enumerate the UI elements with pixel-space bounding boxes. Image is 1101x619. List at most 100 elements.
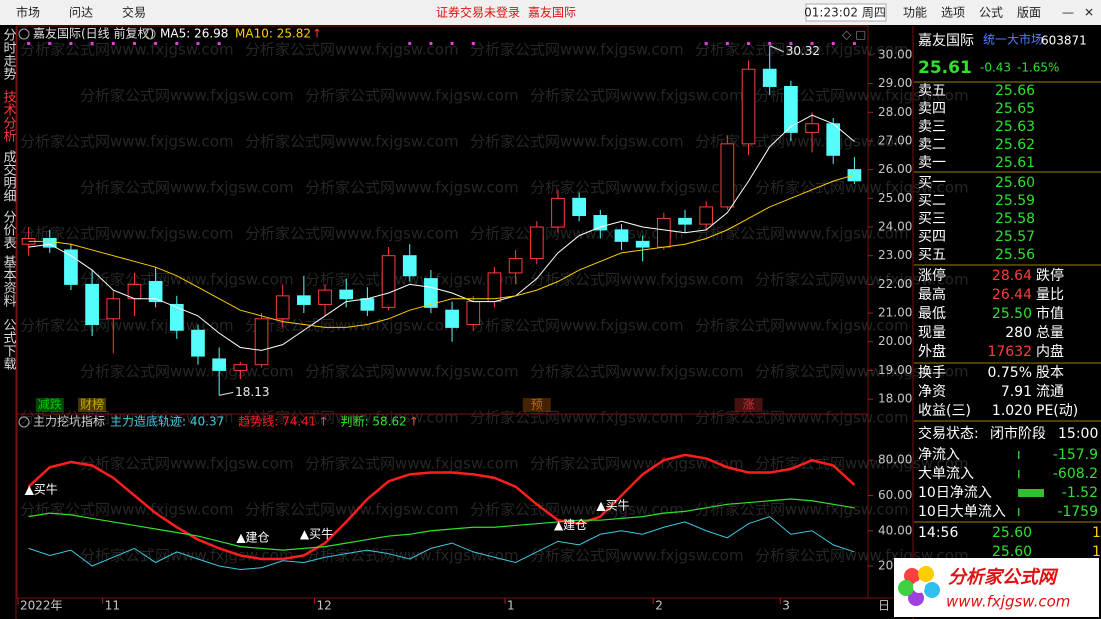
x-tick-label: 1	[507, 599, 515, 613]
logo-url: www.fxjgsw.com	[946, 593, 1070, 611]
chart-option-icon[interactable]: ◇ ▢	[842, 28, 866, 42]
candle-body	[148, 281, 163, 303]
stat-label2: 量比	[1036, 287, 1064, 303]
quote-panel: 嘉友国际 统一大市场 603871 25.61 -0.43 -1.65% 交易状…	[918, 32, 1098, 443]
indicator-menu-icon[interactable]	[18, 416, 30, 428]
stock-concept[interactable]: 统一大市场	[983, 32, 1043, 47]
sidebar-tab[interactable]: 分价表	[1, 210, 17, 249]
ma-legend: MA5: 26.98	[160, 27, 228, 41]
indicator-line	[28, 498, 855, 551]
candle-body	[508, 258, 523, 274]
clock-box	[805, 3, 887, 22]
y-tick-label: 29.00	[878, 76, 912, 90]
sidebar-tab[interactable]: 基本资料	[1, 255, 17, 307]
close-button[interactable]: ✕	[1084, 6, 1094, 20]
menu-item[interactable]: 问达	[69, 6, 93, 20]
y-tick-label: 30.00	[878, 47, 912, 61]
watermark: 分析家公式网www.fxjgsw.com	[20, 409, 234, 427]
marker-dot	[217, 42, 221, 45]
y-tick-label: 25.00	[878, 191, 912, 205]
stat-value: 280	[1005, 325, 1032, 341]
chart-menu-icon[interactable]	[18, 28, 30, 40]
marker-dot	[111, 42, 115, 45]
candle-body	[614, 229, 629, 242]
logo-name: 分析家公式网	[948, 567, 1059, 588]
menu-item[interactable]: 功能	[903, 6, 927, 20]
stat-value: 1.020	[992, 403, 1032, 419]
watermark: 分析家公式网www.fxjgsw.com	[530, 179, 744, 197]
signal-tag: 财榜	[80, 397, 104, 412]
watermark: 分析家公式网www.fxjgsw.com	[20, 225, 234, 243]
sidebar-tab[interactable]: 公式下载	[1, 318, 17, 371]
tick-price: 25.60	[992, 525, 1032, 541]
candle-body	[254, 318, 269, 366]
stat-label: 外盘	[918, 343, 946, 360]
ask-label: 卖二	[918, 137, 946, 153]
candle-body	[106, 298, 121, 320]
marker-dot	[471, 42, 475, 45]
marker-dot	[48, 42, 52, 45]
bid-label: 买五	[918, 247, 946, 263]
bid-price: 25.60	[995, 175, 1035, 191]
candle-body	[381, 255, 396, 308]
stat-label: 最低	[918, 306, 946, 322]
stat-value: 17632	[987, 344, 1032, 360]
watermark: 分析家公式网www.fxjgsw.com	[530, 87, 744, 105]
menu-item[interactable]: 交易	[122, 5, 146, 20]
watermark: 分析家公式网www.fxjgsw.com	[245, 133, 459, 151]
y-tick-label: 18.00	[878, 392, 912, 406]
signal-annotation: ▲买牛	[596, 498, 629, 513]
marker-dot	[27, 42, 31, 45]
candle-body	[805, 123, 819, 133]
flow-label: 10日大单流入	[918, 504, 1006, 520]
candle-body	[318, 289, 332, 305]
indicator-line	[28, 516, 855, 571]
marker-dot	[69, 42, 73, 45]
stat-value: 28.64	[992, 268, 1032, 284]
login-status[interactable]: 证券交易未登录	[436, 5, 520, 20]
y-tick-label: 21.00	[878, 306, 912, 320]
sidebar-tab[interactable]: 技术分析	[1, 90, 17, 142]
ma-menu-icon[interactable]	[144, 28, 156, 40]
stat-value: 0.75%	[988, 365, 1032, 381]
watermark: 分析家公式网www.fxjgsw.com	[470, 41, 684, 59]
watermark: 分析家公式网www.fxjgsw.com	[470, 501, 684, 519]
y-tick-label: 60.00	[878, 488, 912, 502]
flow-label: 大单流入	[918, 466, 974, 482]
low-pointer	[219, 391, 234, 396]
flow-indicator	[1018, 451, 1020, 459]
indicator-legend-arrow: ↑	[409, 415, 419, 429]
candle-body	[529, 226, 544, 260]
candle-body	[487, 272, 502, 303]
period-label: 日	[878, 599, 890, 613]
menu-item[interactable]: 版面	[1017, 6, 1041, 20]
menu-item[interactable]: 选项	[941, 6, 965, 20]
watermark: 分析家公式网www.fxjgsw.com	[245, 225, 459, 243]
signal-tag-bg	[522, 398, 551, 412]
minimize-button[interactable]: —	[1062, 6, 1074, 20]
sidebar-tab[interactable]: 成交明细	[1, 150, 17, 202]
watermark: 分析家公式网www.fxjgsw.com	[470, 133, 684, 151]
flow-label: 10日净流入	[918, 485, 992, 501]
bid-price: 25.59	[995, 193, 1035, 209]
candle-body	[297, 295, 311, 305]
candle-body	[699, 206, 714, 225]
bid-label: 买一	[918, 175, 946, 191]
watermark: 分析家公式网www.fxjgsw.com	[305, 455, 519, 473]
marker-dot	[408, 42, 412, 45]
watermark: 分析家公式网www.fxjgsw.com	[305, 87, 519, 105]
watermark: 分析家公式网www.fxjgsw.com	[470, 317, 684, 335]
watermark: 分析家公式网www.fxjgsw.com	[20, 41, 234, 59]
watermark: 分析家公式网www.fxjgsw.com	[305, 271, 519, 289]
marker-dot	[789, 42, 793, 45]
marker-dot	[132, 42, 136, 45]
watermark: 分析家公式网www.fxjgsw.com	[530, 547, 744, 565]
stat-label2: 总量	[1036, 325, 1064, 341]
ask-label: 卖四	[918, 101, 946, 117]
menu-item[interactable]: 市场	[16, 5, 40, 20]
menu-item[interactable]: 公式	[979, 6, 1003, 20]
sidebar-tab[interactable]: 分时走势	[1, 28, 17, 81]
stat-label: 现量	[918, 325, 946, 341]
marker-dot	[852, 42, 856, 45]
broker-name[interactable]: 嘉友国际	[528, 6, 576, 20]
